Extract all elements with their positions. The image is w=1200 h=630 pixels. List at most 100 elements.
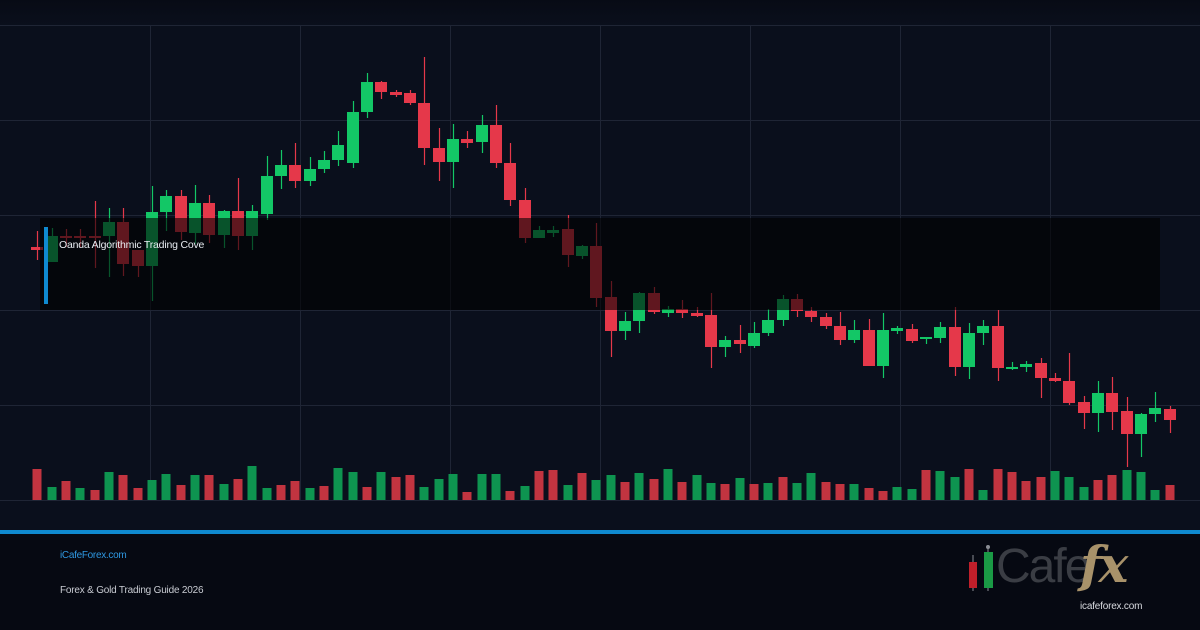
candle-body — [31, 247, 43, 250]
logo-fx-mark: fx — [1080, 535, 1128, 594]
candle-body — [504, 163, 516, 200]
volume-bar — [864, 488, 874, 500]
candle-body — [719, 340, 731, 347]
volume-bar — [391, 477, 401, 500]
volume-bar — [362, 487, 372, 500]
volume-bar — [448, 474, 458, 500]
volume-bar — [634, 473, 644, 500]
candle-body — [375, 82, 387, 92]
candle-body — [662, 309, 674, 313]
volume-bar — [1165, 485, 1175, 500]
volume-bar — [104, 472, 114, 500]
candle-body — [1092, 393, 1104, 413]
candle-body — [461, 139, 473, 143]
volume-bar — [161, 474, 171, 500]
volume-bar — [1122, 470, 1132, 500]
candle-body — [1063, 381, 1075, 403]
volume-bar — [591, 480, 601, 500]
volume-bar — [1007, 472, 1017, 500]
volume-bar — [792, 483, 802, 500]
volume-bar — [534, 471, 544, 500]
volume-bar — [276, 485, 286, 500]
chart-canvas — [0, 25, 1200, 501]
candle-body — [906, 329, 918, 341]
volume-bar — [821, 482, 831, 500]
volume-bar — [262, 488, 272, 500]
volume-bar — [147, 480, 157, 500]
candle-body — [1106, 393, 1118, 412]
volume-bar — [176, 485, 186, 500]
candle-body — [977, 326, 989, 333]
volume-bar — [878, 491, 888, 500]
volume-bar — [348, 472, 358, 500]
volume-bar — [692, 475, 702, 500]
volume-bar — [978, 490, 988, 500]
candle-body — [361, 82, 373, 112]
volume-bar — [305, 488, 315, 500]
volume-bar — [333, 468, 343, 500]
volume-bar — [1079, 487, 1089, 500]
volume-bar — [47, 487, 57, 500]
volume-bar — [606, 475, 616, 500]
volume-bar — [376, 472, 386, 500]
candle-body — [748, 333, 760, 346]
candle-body — [848, 330, 860, 340]
candle-body — [805, 311, 817, 317]
candle-body — [476, 125, 488, 142]
volume-bar — [763, 483, 773, 500]
volume-bar — [649, 479, 659, 500]
volume-bar — [61, 481, 71, 500]
candle-body — [318, 160, 330, 169]
candlestick-chart: Oanda Algorithmic Trading Cove — [0, 0, 1200, 530]
candle-body — [347, 112, 359, 163]
volume-bar — [735, 478, 745, 500]
candle-body — [404, 93, 416, 103]
volume-bar — [907, 489, 917, 500]
volume-bar — [993, 469, 1003, 500]
candle-body — [1020, 364, 1032, 367]
volume-bar — [849, 484, 859, 500]
volume-bar — [118, 475, 128, 500]
volume-bar — [520, 486, 530, 500]
volume-bar — [563, 485, 573, 500]
volume-bar — [835, 484, 845, 500]
candle-body — [447, 139, 459, 162]
volume-bar — [921, 470, 931, 500]
candle-body — [1164, 409, 1176, 420]
volume-bar — [219, 484, 229, 500]
candle-body — [734, 340, 746, 344]
candle-body — [332, 145, 344, 160]
volume-bar — [720, 484, 730, 500]
candle-body — [691, 313, 703, 316]
volume-bar — [434, 479, 444, 500]
volume-bar — [1093, 480, 1103, 500]
volume-bar — [1064, 477, 1074, 500]
candle-body — [891, 328, 903, 331]
volume-bar — [1036, 477, 1046, 500]
volume-bar — [706, 483, 716, 500]
volume-bar — [462, 492, 472, 500]
volume-bar — [505, 491, 515, 500]
candle-body — [1135, 414, 1147, 434]
candle-body — [992, 326, 1004, 368]
candle-body — [619, 321, 631, 331]
candle-body — [160, 196, 172, 212]
candle-body — [1121, 411, 1133, 434]
candle-body — [834, 326, 846, 340]
candle-body — [304, 169, 316, 181]
candle-body — [1049, 378, 1061, 381]
footer-site-link[interactable]: iCafeForex.com — [60, 550, 127, 561]
candle-body — [934, 327, 946, 338]
volume-bar — [477, 474, 487, 500]
candlestick-logo-icon — [969, 545, 993, 591]
volume-bar — [1136, 472, 1146, 500]
volume-bar — [90, 490, 100, 500]
candle-body — [1078, 402, 1090, 413]
volume-bar — [32, 469, 42, 500]
logo-wordmark: Cafe — [996, 540, 1091, 593]
candle-body — [261, 176, 273, 214]
volume-bar — [677, 482, 687, 500]
candle-body — [1149, 408, 1161, 414]
volume-bar — [778, 477, 788, 500]
volume-bar — [319, 486, 329, 500]
